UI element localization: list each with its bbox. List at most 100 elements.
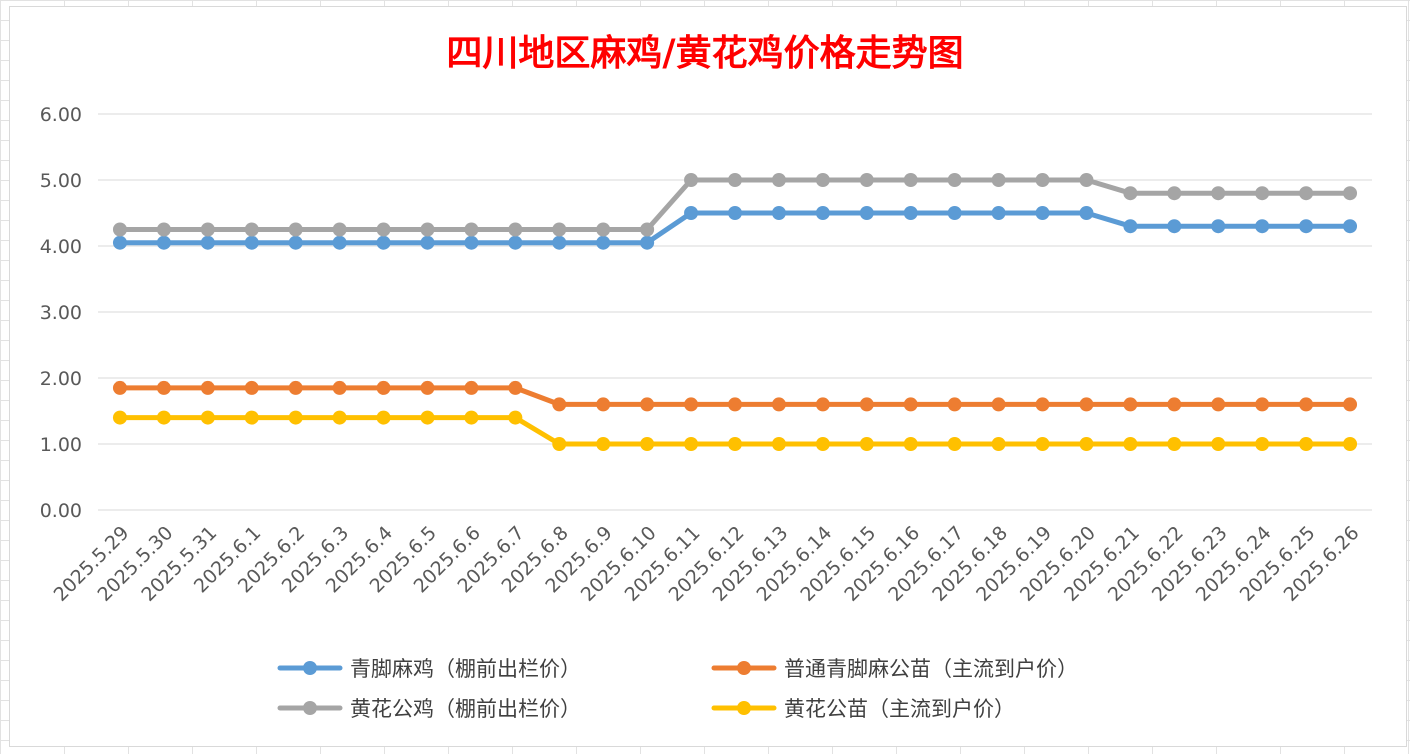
- data-point-series-1: [1167, 219, 1182, 234]
- data-point-series-2: [903, 397, 918, 412]
- data-point-series-2: [1255, 397, 1270, 412]
- data-point-series-1: [156, 235, 171, 250]
- y-tick-label: 2.00: [40, 368, 82, 390]
- data-point-series-3: [332, 222, 347, 237]
- data-point-series-2: [288, 380, 303, 395]
- data-point-series-4: [1211, 437, 1226, 451]
- data-point-series-1: [771, 206, 786, 220]
- data-point-series-4: [332, 410, 347, 425]
- data-point-series-4: [288, 410, 303, 425]
- data-point-series-4: [815, 437, 830, 451]
- data-point-series-3: [508, 222, 523, 237]
- y-tick-label: 1.00: [40, 434, 82, 456]
- data-point-series-2: [1343, 397, 1358, 412]
- data-point-series-2: [728, 397, 742, 412]
- data-point-series-1: [1211, 219, 1226, 234]
- chart-area[interactable]: [9, 6, 1407, 747]
- data-point-series-1: [244, 235, 259, 250]
- y-tick-label: 5.00: [40, 170, 82, 192]
- data-point-series-2: [859, 397, 874, 412]
- data-point-series-3: [640, 222, 655, 237]
- data-point-series-3: [244, 222, 259, 237]
- data-point-series-1: [1255, 219, 1270, 234]
- data-point-series-2: [508, 380, 523, 395]
- data-point-series-3: [1123, 186, 1138, 201]
- data-point-series-3: [859, 173, 874, 187]
- data-point-series-2: [596, 397, 611, 412]
- legend-item[interactable]: 黄花公鸡（棚前出栏价）: [277, 697, 581, 721]
- legend-label: 黄花公苗（主流到户价）: [784, 697, 1015, 721]
- data-point-series-3: [1299, 186, 1314, 201]
- data-point-series-4: [947, 437, 962, 451]
- series-line-3: [117, 177, 1353, 232]
- data-point-series-4: [991, 437, 1006, 451]
- data-point-series-1: [640, 235, 655, 250]
- legend-marker-icon: [737, 701, 751, 715]
- legend-item[interactable]: 黄花公苗（主流到户价）: [711, 697, 1015, 721]
- data-point-series-3: [1167, 186, 1182, 201]
- data-point-series-4: [156, 410, 171, 425]
- data-point-series-4: [244, 410, 259, 425]
- data-point-series-1: [859, 206, 874, 220]
- data-point-series-3: [991, 173, 1006, 187]
- data-point-series-2: [771, 397, 786, 412]
- data-point-series-4: [1167, 437, 1182, 451]
- y-tick-label: 0.00: [40, 500, 82, 522]
- data-point-series-1: [728, 206, 742, 220]
- data-point-series-1: [376, 235, 391, 250]
- data-point-series-2: [1079, 397, 1094, 412]
- data-point-series-4: [1035, 437, 1050, 451]
- legend-label: 青脚麻鸡（棚前出栏价）: [350, 657, 581, 681]
- data-point-series-4: [376, 410, 391, 425]
- data-point-series-2: [112, 380, 127, 395]
- data-point-series-4: [464, 410, 479, 425]
- data-point-series-4: [640, 437, 655, 451]
- data-point-series-3: [464, 222, 479, 237]
- data-point-series-4: [1079, 437, 1094, 451]
- data-point-series-1: [200, 235, 215, 250]
- data-point-series-2: [156, 380, 171, 395]
- data-point-series-2: [376, 380, 391, 395]
- legend-marker-icon: [303, 701, 317, 715]
- data-point-series-3: [420, 222, 435, 237]
- data-point-series-1: [947, 206, 962, 220]
- data-point-series-1: [1079, 206, 1094, 220]
- data-point-series-1: [112, 235, 127, 250]
- data-point-series-3: [815, 173, 830, 187]
- data-point-series-1: [332, 235, 347, 250]
- legend-item[interactable]: 普通青脚麻公苗（主流到户价）: [711, 657, 1078, 681]
- data-point-series-3: [288, 222, 303, 237]
- data-point-series-2: [464, 380, 479, 395]
- data-point-series-2: [552, 397, 567, 412]
- data-point-series-1: [1035, 206, 1050, 220]
- data-point-series-1: [552, 235, 567, 250]
- legend-item[interactable]: 青脚麻鸡（棚前出栏价）: [277, 657, 581, 681]
- data-point-series-1: [508, 235, 523, 250]
- data-point-series-4: [1299, 437, 1314, 451]
- data-point-series-2: [947, 397, 962, 412]
- data-point-series-2: [815, 397, 830, 412]
- data-point-series-3: [903, 173, 918, 187]
- data-point-series-1: [684, 206, 699, 220]
- data-point-series-4: [1255, 437, 1270, 451]
- data-point-series-4: [112, 410, 127, 425]
- data-point-series-2: [640, 397, 655, 412]
- data-point-series-1: [420, 235, 435, 250]
- data-point-series-3: [684, 173, 699, 187]
- data-point-series-3: [1255, 186, 1270, 201]
- data-point-series-2: [1211, 397, 1226, 412]
- data-point-series-3: [1211, 186, 1226, 201]
- y-tick-label: 4.00: [40, 236, 82, 258]
- data-point-series-4: [420, 410, 435, 425]
- data-point-series-2: [1035, 397, 1050, 412]
- data-point-series-4: [684, 437, 699, 451]
- data-point-series-1: [1123, 219, 1138, 234]
- data-point-series-2: [200, 380, 215, 395]
- data-point-series-4: [200, 410, 215, 425]
- data-point-series-2: [1123, 397, 1138, 412]
- data-point-series-3: [1343, 186, 1358, 201]
- data-point-series-3: [112, 222, 127, 237]
- data-point-series-4: [508, 410, 523, 425]
- data-point-series-3: [728, 173, 742, 187]
